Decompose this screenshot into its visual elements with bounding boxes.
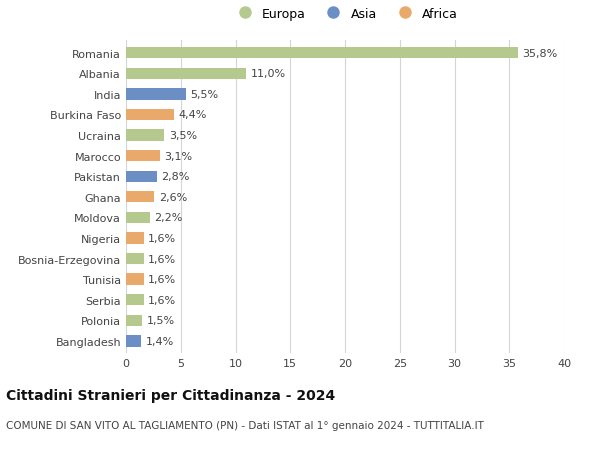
Bar: [126, 171, 157, 183]
Text: 1,4%: 1,4%: [146, 336, 174, 346]
Text: 5,5%: 5,5%: [191, 90, 219, 100]
Text: 2,6%: 2,6%: [159, 192, 187, 202]
Bar: [126, 336, 142, 347]
Bar: [126, 151, 160, 162]
Bar: [126, 110, 174, 121]
Text: 1,5%: 1,5%: [147, 316, 175, 325]
Bar: [126, 294, 143, 306]
Text: 35,8%: 35,8%: [523, 49, 557, 59]
Bar: [126, 315, 142, 326]
Bar: [126, 192, 154, 203]
Text: 1,6%: 1,6%: [148, 295, 176, 305]
Bar: [126, 68, 247, 80]
Text: Cittadini Stranieri per Cittadinanza - 2024: Cittadini Stranieri per Cittadinanza - 2…: [6, 388, 335, 402]
Text: COMUNE DI SAN VITO AL TAGLIAMENTO (PN) - Dati ISTAT al 1° gennaio 2024 - TUTTITA: COMUNE DI SAN VITO AL TAGLIAMENTO (PN) -…: [6, 420, 484, 430]
Text: 3,5%: 3,5%: [169, 131, 197, 141]
Bar: [126, 274, 143, 285]
Text: 1,6%: 1,6%: [148, 274, 176, 285]
Bar: [126, 130, 164, 141]
Text: 1,6%: 1,6%: [148, 234, 176, 243]
Text: 2,8%: 2,8%: [161, 172, 190, 182]
Text: 2,2%: 2,2%: [154, 213, 183, 223]
Bar: [126, 48, 518, 59]
Bar: [126, 233, 143, 244]
Bar: [126, 212, 150, 224]
Bar: [126, 253, 143, 265]
Text: 1,6%: 1,6%: [148, 254, 176, 264]
Bar: [126, 89, 186, 101]
Text: 11,0%: 11,0%: [251, 69, 286, 79]
Text: 4,4%: 4,4%: [179, 110, 207, 120]
Text: 3,1%: 3,1%: [164, 151, 193, 161]
Legend: Europa, Asia, Africa: Europa, Asia, Africa: [227, 3, 463, 26]
